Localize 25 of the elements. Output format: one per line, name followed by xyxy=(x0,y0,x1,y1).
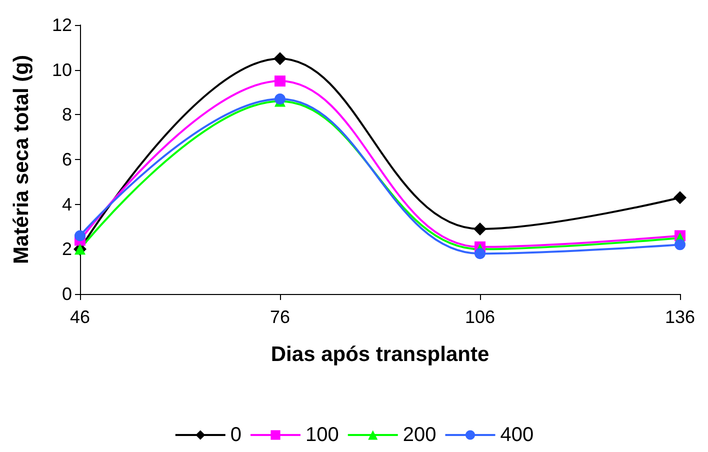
x-tick-label: 136 xyxy=(664,307,696,327)
legend-label: 200 xyxy=(402,424,436,446)
point xyxy=(274,76,286,87)
legend-label: 400 xyxy=(500,424,534,446)
x-tick-label: 46 xyxy=(70,307,90,327)
point xyxy=(674,191,686,204)
y-tick-label: 12 xyxy=(52,15,72,35)
x-axis-title: Dias após transplante xyxy=(270,343,490,366)
point xyxy=(674,239,686,250)
y-tick-label: 8 xyxy=(62,104,72,125)
y-tick-label: 2 xyxy=(62,239,72,260)
point xyxy=(274,93,286,104)
y-axis-title: Matéria seca total (g) xyxy=(10,55,33,264)
y-tick-label: 6 xyxy=(62,150,72,170)
point xyxy=(274,52,286,66)
y-tick-label: 4 xyxy=(62,194,72,214)
x-tick-label: 106 xyxy=(464,307,496,327)
legend-label: 0 xyxy=(230,424,242,446)
point xyxy=(474,248,486,260)
point xyxy=(474,222,486,236)
point xyxy=(74,230,86,242)
x-tick-label: 76 xyxy=(270,307,290,327)
legend-label: 100 xyxy=(306,424,339,446)
y-tick-label: 0 xyxy=(62,284,72,304)
y-tick-label: 10 xyxy=(52,60,72,80)
